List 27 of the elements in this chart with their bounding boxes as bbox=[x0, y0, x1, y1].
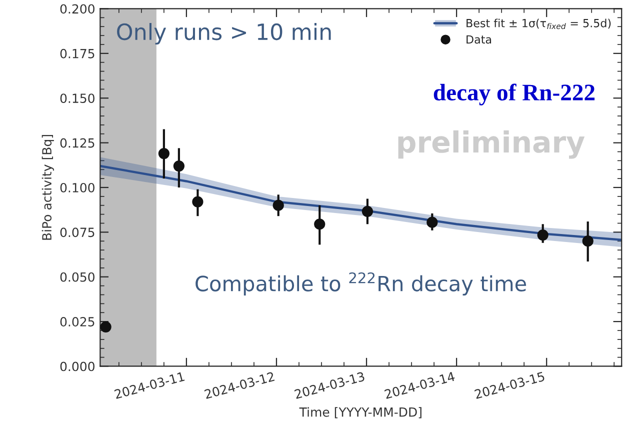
point bbox=[314, 218, 326, 230]
legend-label: Best fit ± 1σ(τ$_{fixed}$ = 5.5d) bbox=[466, 18, 611, 30]
y-tick-label: 0.025 bbox=[60, 317, 94, 326]
annotation: decay of Rn-222 bbox=[434, 84, 595, 106]
point bbox=[582, 236, 594, 247]
line-series bbox=[100, 164, 622, 241]
y-tick-label: 0.200 bbox=[60, 4, 94, 14]
annotation: Only runs > 10 min bbox=[117, 22, 331, 44]
point bbox=[362, 206, 374, 217]
y-tick-label: 0.100 bbox=[60, 182, 94, 192]
annotation: Compatible to $^{222}$Rn decay time bbox=[196, 272, 526, 296]
y-axis-title: BiPo activity [Bq] bbox=[42, 135, 54, 240]
y-tick-label: 0.150 bbox=[60, 94, 94, 104]
point bbox=[100, 321, 112, 332]
legend-label: Data bbox=[466, 35, 492, 44]
point bbox=[192, 196, 204, 208]
point bbox=[173, 160, 185, 172]
y-tick-label: 0.075 bbox=[60, 228, 94, 238]
y-tick-label: 0.050 bbox=[60, 272, 94, 282]
y-tick-label: 0.000 bbox=[60, 362, 94, 372]
x-axis-title: Time [YYYY-MM-DD] bbox=[299, 407, 422, 418]
y-tick-label: 0.175 bbox=[60, 48, 94, 58]
point bbox=[158, 148, 170, 160]
y-tick-label: 0.125 bbox=[60, 138, 94, 148]
point bbox=[272, 200, 284, 211]
point bbox=[537, 229, 548, 241]
point bbox=[426, 216, 438, 228]
